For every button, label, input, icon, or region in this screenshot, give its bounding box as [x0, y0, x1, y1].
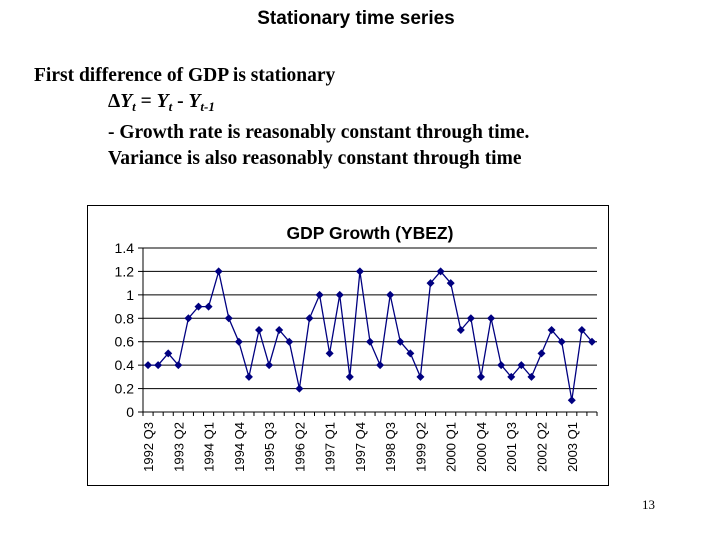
data-point-marker	[184, 314, 193, 323]
formula-rhs-sub: t	[168, 99, 173, 114]
statement-line: First difference of GDP is stationary	[34, 65, 336, 86]
data-point-marker	[295, 384, 304, 393]
data-point-marker	[567, 396, 576, 405]
data-point-marker	[507, 372, 516, 381]
data-point-marker	[466, 314, 475, 323]
data-point-marker	[497, 361, 506, 370]
data-point-marker	[456, 326, 465, 334]
x-tick-label: 1998 Q3	[383, 422, 398, 472]
data-point-marker	[265, 361, 274, 370]
data-point-marker	[285, 337, 294, 346]
x-tick-label: 1997 Q4	[353, 422, 368, 472]
growth-rate-note: - Growth rate is reasonably constant thr…	[108, 122, 530, 143]
data-point-marker	[335, 290, 344, 299]
data-point-marker	[557, 337, 566, 346]
data-point-marker	[527, 372, 536, 381]
data-point-marker	[406, 349, 415, 358]
data-point-marker	[436, 267, 445, 276]
data-point-marker	[194, 302, 203, 311]
formula-lhs-sub: t	[132, 99, 136, 114]
data-point-marker	[386, 290, 395, 299]
y-tick-label: 0.2	[115, 381, 135, 397]
variance-note: Variance is also reasonably constant thr…	[108, 148, 522, 169]
formula-lag-sub: t-1	[200, 99, 215, 114]
data-point-marker	[587, 337, 596, 346]
data-point-marker	[426, 279, 435, 288]
data-point-marker	[164, 349, 173, 358]
data-point-marker	[376, 361, 385, 370]
x-tick-label: 2000 Q1	[444, 422, 459, 472]
x-tick-label: 1994 Q1	[202, 422, 217, 472]
gdp-growth-chart: GDP Growth (YBEZ) 0 0.2 0.4 0.6 0.8 1 1.2 1.4 199…	[87, 205, 609, 486]
x-tick-label: 2001 Q3	[504, 422, 519, 472]
series-line	[148, 270, 593, 401]
data-point-marker	[244, 372, 253, 381]
data-point-marker	[487, 314, 496, 323]
data-point-marker	[476, 372, 485, 381]
data-point-marker	[154, 361, 163, 370]
data-point-marker	[204, 302, 213, 311]
data-point-marker	[366, 337, 374, 346]
y-tick-label: 1.4	[115, 240, 135, 256]
y-tick-label: 1.2	[115, 263, 135, 279]
data-point-marker	[446, 279, 455, 288]
x-tick-label: 1992 Q3	[141, 422, 156, 472]
delta-symbol: Δ	[108, 91, 121, 112]
formula-lhs-var: Y	[120, 91, 133, 112]
chart-canvas: GDP Growth (YBEZ) 0 0.2 0.4 0.6 0.8 1 1.2 1.4 199…	[115, 223, 598, 472]
difference-formula: ΔYt = Yt - Yt-1	[108, 89, 215, 115]
formula-rhs-var: Y	[156, 91, 169, 112]
page-number: 13	[642, 497, 655, 512]
data-point-marker	[355, 267, 364, 276]
x-tick-label: 1997 Q1	[323, 422, 338, 472]
data-point-marker	[275, 326, 284, 334]
formula-lag-var: Y	[188, 91, 201, 112]
data-point-marker	[255, 326, 264, 334]
x-tick-label: 1996 Q2	[292, 422, 307, 472]
data-point-marker	[174, 361, 183, 370]
data-point-marker	[325, 349, 334, 358]
data-point-marker	[214, 267, 223, 276]
x-tick-label: 2002 Q2	[535, 422, 550, 472]
data-point-marker	[416, 372, 425, 381]
formula-minus: -	[172, 91, 189, 112]
data-point-marker	[547, 326, 556, 334]
data-point-marker	[396, 337, 405, 346]
data-point-marker	[345, 372, 354, 381]
data-point-marker	[305, 314, 314, 323]
x-tick-label: 1994 Q4	[232, 422, 247, 472]
formula-equals: =	[135, 91, 157, 112]
data-point-marker	[234, 337, 243, 346]
y-tick-label: 0.6	[115, 334, 135, 350]
x-tick-label: 1995 Q3	[262, 422, 277, 472]
y-tick-label: 0	[126, 404, 134, 420]
data-point-marker	[315, 290, 324, 299]
data-point-marker	[224, 314, 233, 323]
y-tick-label: 0.8	[115, 310, 135, 326]
x-tick-label: 1993 Q2	[171, 422, 186, 472]
chart-title: GDP Growth (YBEZ)	[287, 223, 454, 243]
data-point-marker	[537, 349, 546, 358]
data-point-marker	[517, 361, 526, 370]
slide-title: Stationary time series	[257, 8, 455, 29]
y-tick-label: 1	[126, 287, 134, 303]
y-tick-label: 0.4	[115, 357, 135, 373]
data-point-marker	[144, 361, 153, 370]
x-tick-label: 2000 Q4	[474, 422, 489, 472]
x-tick-label: 1999 Q2	[413, 422, 428, 472]
x-tick-label: 2003 Q1	[565, 422, 580, 472]
data-point-marker	[577, 326, 586, 334]
